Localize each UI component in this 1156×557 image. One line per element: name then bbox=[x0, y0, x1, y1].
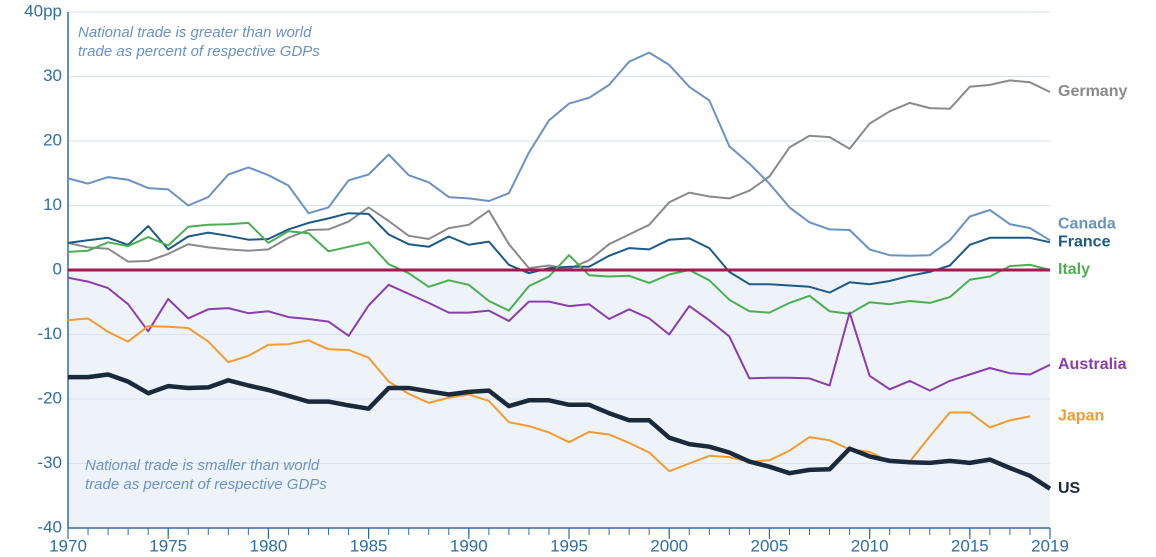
series-label: Italy bbox=[1058, 261, 1090, 278]
series-label: Japan bbox=[1058, 408, 1104, 425]
x-tick-label: 2019 bbox=[1031, 536, 1069, 555]
series-label: Australia bbox=[1058, 356, 1127, 373]
series-label: France bbox=[1058, 233, 1111, 250]
x-tick-label: 2005 bbox=[751, 536, 789, 555]
annotation: trade as percent of respective GDPs bbox=[85, 476, 327, 493]
x-tick-label: 2000 bbox=[650, 536, 688, 555]
y-tick-label: 20 bbox=[43, 130, 62, 149]
x-tick-label: 2015 bbox=[951, 536, 989, 555]
x-tick-label: 1970 bbox=[49, 536, 87, 555]
y-tick-label: 0 bbox=[53, 259, 62, 278]
x-tick-label: 1975 bbox=[149, 536, 187, 555]
series-line bbox=[67, 276, 1051, 392]
x-tick-label: 2010 bbox=[851, 536, 889, 555]
series-line bbox=[67, 317, 1031, 473]
x-tick-label: 1995 bbox=[550, 536, 588, 555]
x-tick-label: 1985 bbox=[350, 536, 388, 555]
annotation: National trade is greater than world bbox=[78, 24, 312, 41]
annotation: trade as percent of respective GDPs bbox=[78, 43, 320, 60]
series-label: Canada bbox=[1058, 215, 1116, 232]
series-line bbox=[68, 372, 1052, 491]
series-line bbox=[67, 212, 1051, 294]
y-tick-label: 30 bbox=[43, 66, 62, 85]
series-line bbox=[67, 51, 1051, 257]
series-label: US bbox=[1058, 480, 1081, 497]
y-tick-label: -40 bbox=[37, 517, 62, 536]
series-line bbox=[67, 79, 1051, 270]
y-tick-label: -20 bbox=[37, 388, 62, 407]
series-line bbox=[67, 221, 1051, 315]
y-tick-label: -30 bbox=[37, 453, 62, 472]
y-tick-label: 10 bbox=[43, 195, 62, 214]
x-tick-label: 1990 bbox=[450, 536, 488, 555]
x-tick-label: 1980 bbox=[249, 536, 287, 555]
annotation: National trade is smaller than world bbox=[85, 457, 320, 474]
series-label: Germany bbox=[1058, 83, 1127, 100]
y-tick-label: 40pp bbox=[24, 1, 62, 20]
y-tick-label: -10 bbox=[37, 324, 62, 343]
